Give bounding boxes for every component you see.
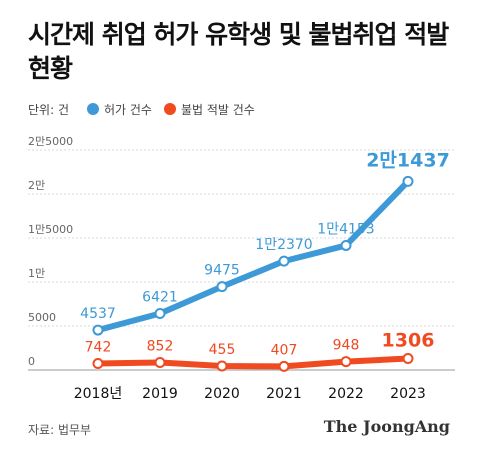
violations-point: [402, 353, 414, 365]
legend-swatch-permits: [86, 103, 99, 115]
violations-data-label: 407: [271, 342, 298, 358]
violations-point: [154, 357, 166, 369]
x-tick-label: 2023: [390, 386, 426, 402]
unit-label: 단위: 건: [28, 102, 69, 117]
permits-point: [340, 239, 352, 251]
permits-point: [216, 281, 228, 293]
legend-label-violations: 불법 적발 건수: [180, 102, 255, 117]
legend-item-violations: 불법 적발 건수: [163, 101, 255, 118]
y-tick-label: 2만: [28, 179, 45, 192]
violations-data-label: 742: [85, 339, 112, 355]
violations-point: [92, 357, 104, 369]
x-tick-label: 2018년: [74, 386, 123, 402]
permits-point: [154, 307, 166, 319]
permits-point: [402, 175, 414, 187]
violations-data-label: 948: [333, 338, 360, 354]
permits-data-label: 1만2370: [255, 237, 312, 253]
violations-data-label: 455: [209, 342, 236, 358]
line-chart: 0 5000 1만 1만5000 2만 2만5000 2018년 2019 2020 2021 20…: [28, 135, 455, 402]
y-tick-label: 5000: [28, 311, 56, 324]
violations-line: [95, 355, 411, 370]
permits-point: [278, 255, 290, 267]
y-tick-label: 1만5000: [28, 223, 73, 236]
x-tick-label: 2021: [266, 386, 302, 402]
brand-logo: The JoongAng: [323, 417, 450, 436]
violations-point: [278, 360, 290, 372]
violations-point: [340, 356, 352, 368]
x-tick-label: 2020: [204, 386, 240, 402]
violations-point: [216, 360, 228, 372]
legend-label-permits: 허가 건수: [103, 102, 152, 117]
legend-item-permits: 허가 건수: [86, 101, 152, 118]
permits-data-label: 6421: [142, 289, 178, 305]
violations-data-label: 1306: [382, 330, 435, 352]
violations-data-label: 852: [147, 339, 174, 355]
y-tick-label: 0: [28, 355, 35, 368]
x-tick-label: 2019: [142, 386, 178, 402]
permits-data-label: 2만1437: [366, 149, 450, 171]
y-tick-label: 1만: [28, 267, 45, 280]
chart-title: 시간제 취업 허가 유학생 및 불법취업 적발 현황: [28, 20, 449, 83]
source-note: 자료: 법무부: [28, 423, 92, 437]
x-tick-label: 2022: [328, 386, 364, 402]
legend-swatch-violations: [163, 103, 176, 115]
y-tick-label: 2만5000: [28, 135, 73, 148]
permits-data-label: 4537: [80, 306, 116, 322]
permits-line: [95, 178, 411, 334]
permits-point: [92, 324, 104, 336]
legend: 단위: 건 허가 건수 불법 적발 건수: [28, 99, 267, 119]
permits-data-label: 1만4153: [317, 221, 374, 237]
permits-data-label: 9475: [204, 263, 240, 279]
